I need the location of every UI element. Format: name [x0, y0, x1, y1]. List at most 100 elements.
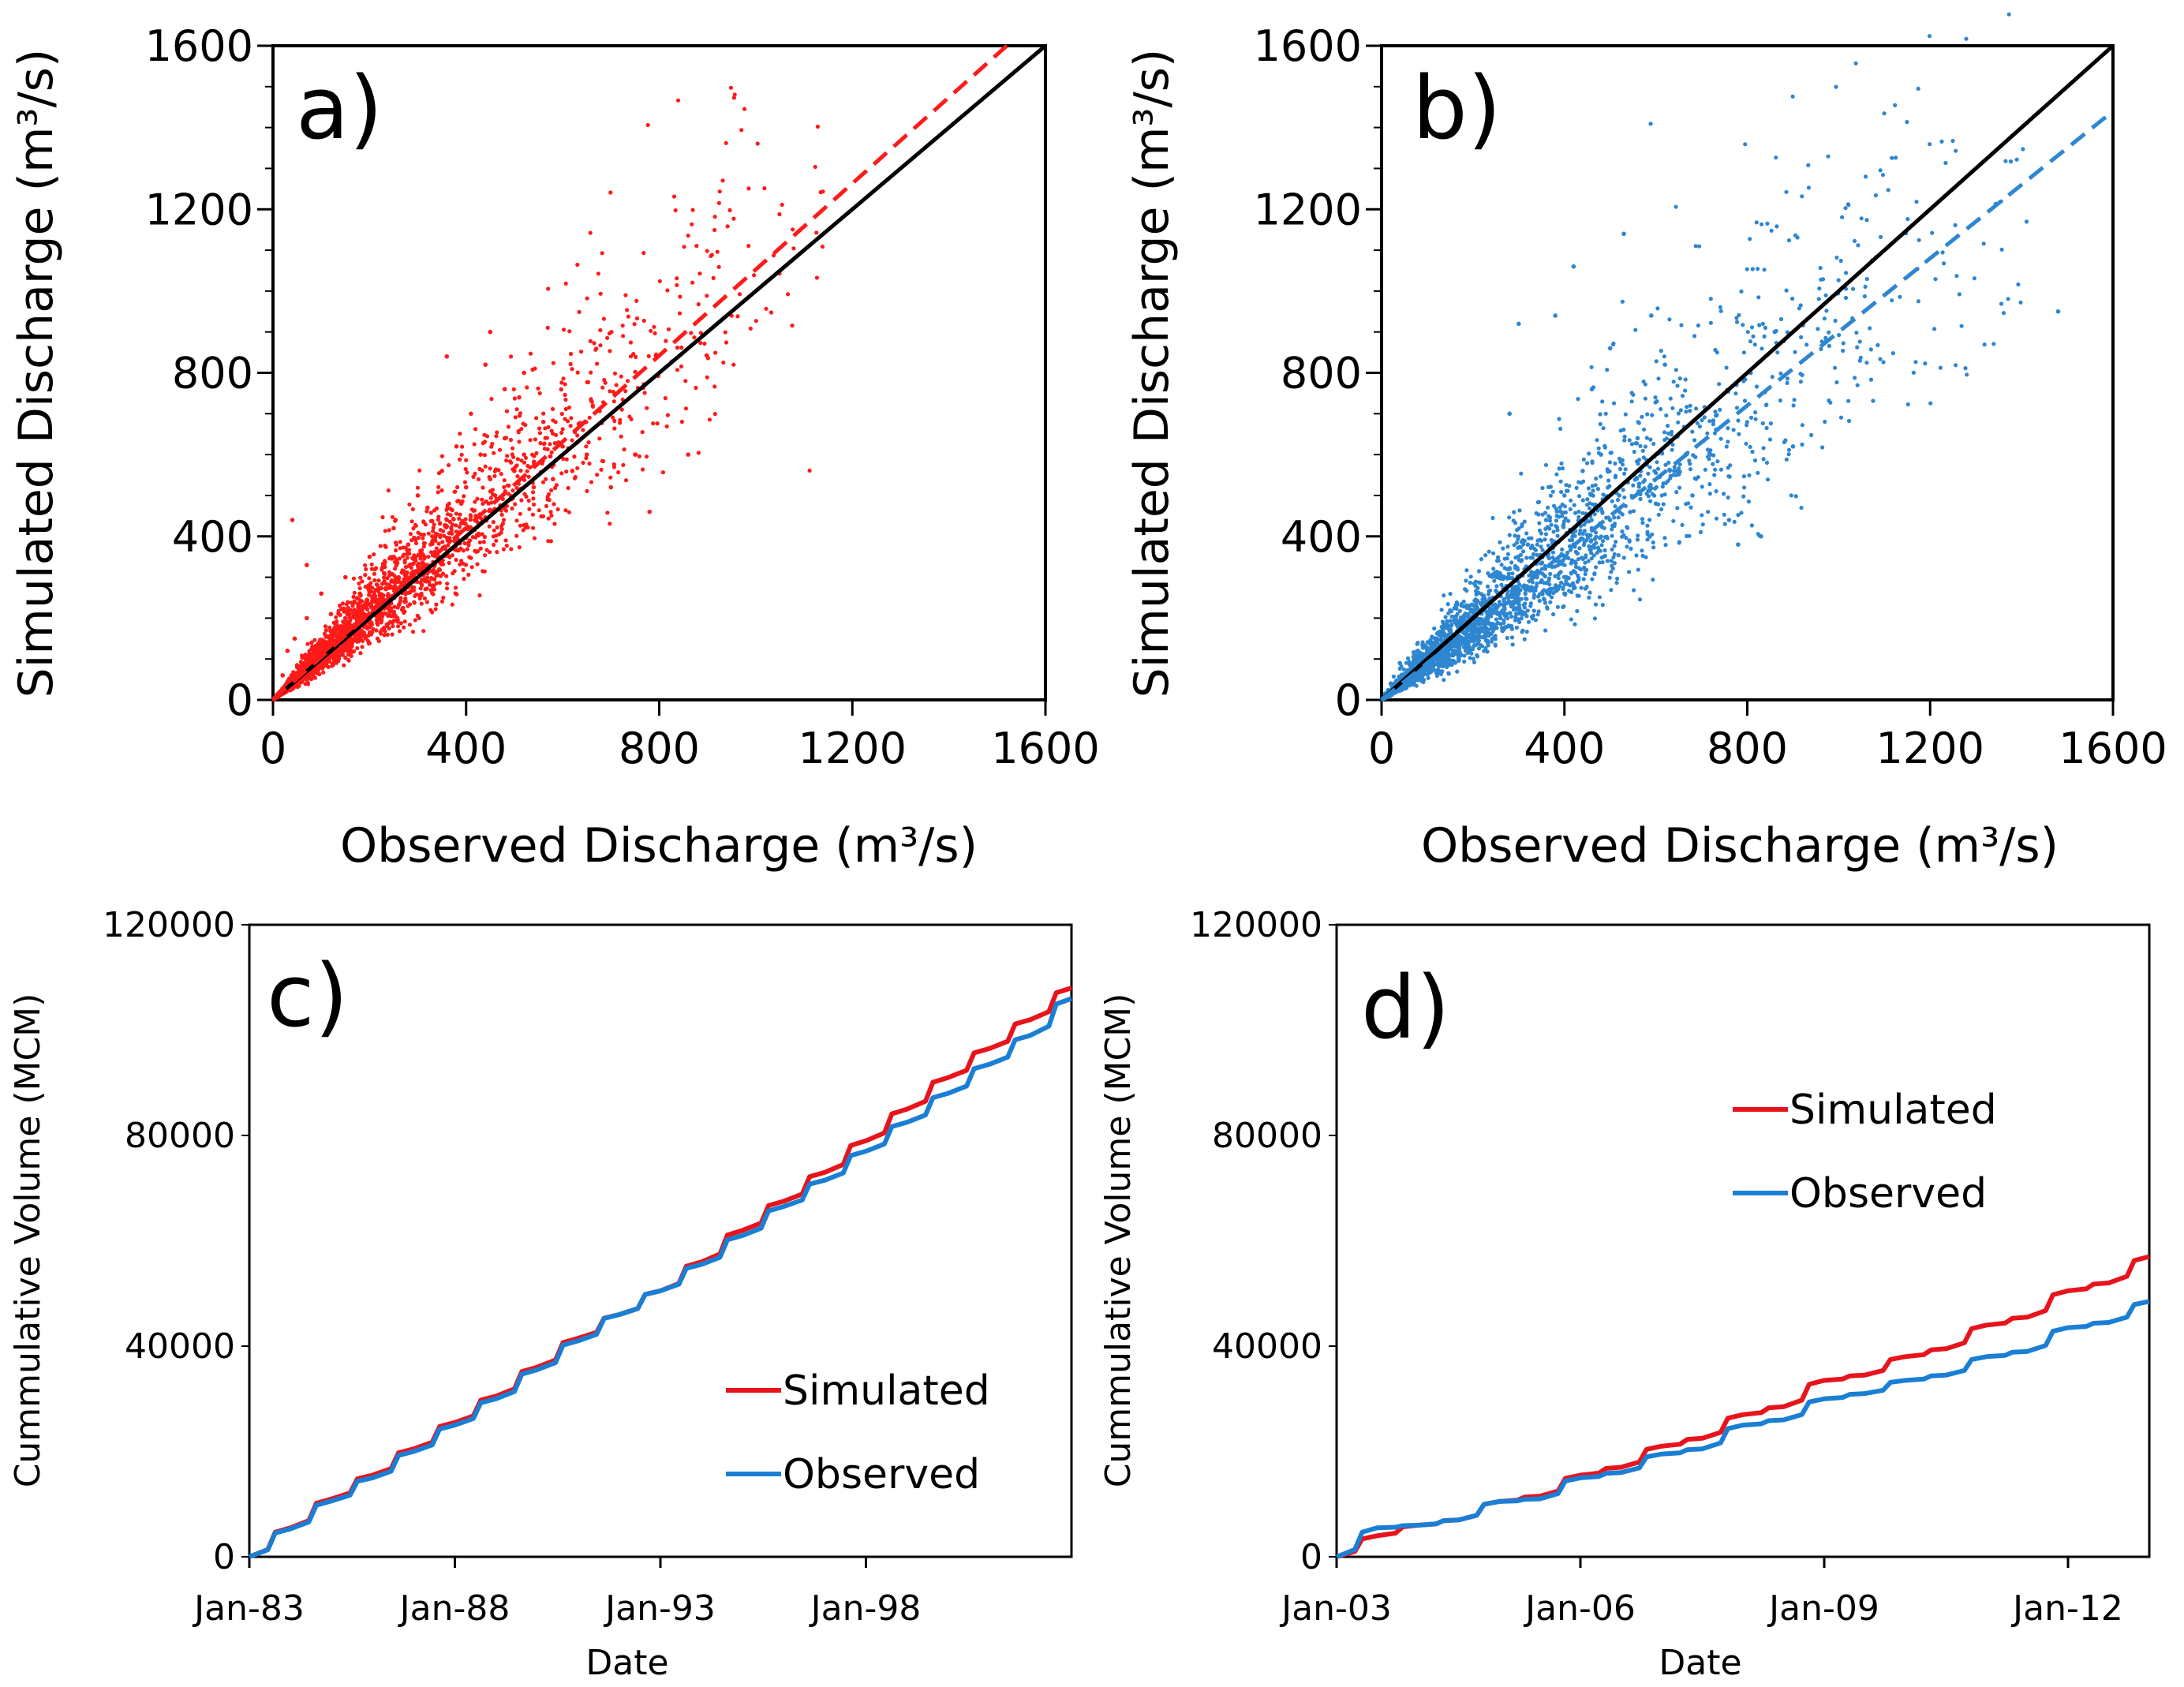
scatter-point — [677, 311, 682, 316]
scatter-point — [1640, 517, 1645, 522]
scatter-point — [1456, 656, 1460, 661]
scatter-point — [780, 202, 784, 208]
scatter-point — [1654, 359, 1659, 364]
scatter-point — [1620, 529, 1625, 534]
scatter-point — [1516, 526, 1521, 531]
scatter-point — [368, 621, 372, 626]
scatter-point — [1569, 617, 1573, 622]
scatter-point — [1505, 552, 1510, 556]
scatter-point — [1708, 297, 1713, 301]
scatter-point — [454, 443, 459, 449]
scatter-point — [564, 457, 569, 462]
scatter-point — [437, 581, 443, 585]
scatter-point — [1893, 103, 1898, 107]
scatter-point — [711, 275, 716, 280]
scatter-point — [367, 593, 372, 597]
scatter-point — [499, 530, 503, 535]
scatter-point — [328, 612, 334, 616]
scatter-point — [355, 645, 360, 651]
scatter-point — [1606, 478, 1611, 483]
scatter-point — [473, 499, 477, 504]
scatter-point — [358, 599, 363, 604]
scatter-point — [352, 599, 357, 604]
scatter-point — [637, 454, 642, 459]
scatter-point — [728, 85, 734, 90]
scatter-point — [1745, 267, 1749, 271]
panel-b-label: b) — [1412, 58, 1502, 159]
scatter-point — [1871, 398, 1875, 403]
scatter-point — [387, 612, 392, 617]
scatter-point — [1942, 261, 1947, 266]
scatter-point — [436, 490, 440, 495]
scatter-point — [1707, 482, 1712, 487]
scatter-point — [390, 514, 395, 519]
scatter-point — [444, 523, 449, 528]
scatter-point — [1550, 550, 1555, 555]
scatter-point — [1505, 635, 1509, 641]
scatter-point — [1528, 545, 1533, 551]
scatter-point — [1585, 461, 1590, 466]
scatter-point — [628, 340, 634, 345]
scatter-point — [1571, 559, 1576, 564]
scatter-point — [1713, 467, 1718, 472]
scatter-point — [1675, 383, 1680, 388]
scatter-point — [548, 510, 553, 514]
scatter-point — [1638, 496, 1643, 502]
scatter-point — [483, 362, 488, 367]
scatter-point — [413, 541, 419, 546]
scatter-point — [1700, 418, 1704, 423]
scatter-point — [1535, 538, 1540, 543]
scatter-point — [440, 571, 446, 576]
scatter-point — [644, 454, 649, 459]
scatter-point — [360, 579, 365, 584]
scatter-point — [432, 584, 436, 589]
scatter-point — [309, 640, 314, 645]
scatter-point — [1629, 546, 1633, 552]
scatter-point — [510, 488, 515, 493]
scatter-point — [1715, 459, 1720, 464]
scatter-point — [820, 245, 825, 249]
scatter-point — [1806, 163, 1811, 167]
scatter-point — [1576, 557, 1581, 562]
scatter-point — [439, 599, 445, 604]
scatter-point — [633, 452, 638, 457]
scatter-point — [570, 438, 574, 443]
scatter-point — [387, 573, 392, 578]
scatter-point — [1676, 411, 1681, 416]
scatter-point — [1562, 591, 1567, 596]
scatter-point — [1548, 600, 1553, 604]
scatter-point — [1442, 678, 1446, 683]
scatter-point — [1561, 604, 1565, 610]
scatter-point — [675, 98, 681, 103]
scatter-point — [343, 626, 348, 630]
scatter-point — [1741, 494, 1746, 499]
scatter-point — [1647, 534, 1652, 539]
scatter-point — [1519, 616, 1524, 621]
scatter-point — [1572, 503, 1576, 507]
scatter-point — [563, 406, 568, 412]
scatter-point — [634, 298, 639, 303]
scatter-point — [1556, 576, 1561, 581]
scatter-point — [1591, 488, 1595, 493]
scatter-point — [1476, 569, 1482, 574]
scatter-point — [2018, 300, 2023, 305]
scatter-point — [391, 609, 396, 615]
scatter-point — [1616, 553, 1621, 558]
scatter-point — [1678, 408, 1683, 413]
scatter-point — [1449, 614, 1454, 619]
scatter-point — [421, 544, 426, 549]
scatter-point — [1679, 323, 1684, 327]
scatter-point — [346, 600, 350, 604]
scatter-point — [502, 387, 507, 392]
scatter-point — [466, 543, 471, 548]
scatter-point — [439, 454, 445, 458]
scatter-point — [1667, 467, 1672, 473]
scatter-point — [698, 341, 703, 346]
scatter-point — [469, 565, 474, 570]
scatter-point — [1765, 221, 1770, 226]
scatter-point — [629, 417, 634, 421]
scatter-point — [561, 456, 566, 462]
scatter-point — [600, 251, 604, 256]
scatter-point — [551, 477, 555, 482]
scatter-point — [1443, 615, 1448, 619]
